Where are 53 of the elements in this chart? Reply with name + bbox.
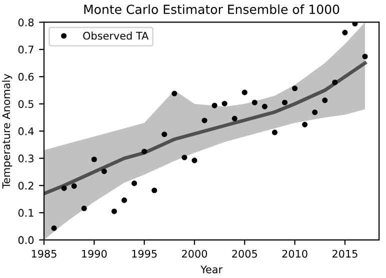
point [172, 90, 178, 96]
x-tick-label: 1995 [132, 250, 157, 258]
point [61, 185, 67, 191]
point [91, 156, 97, 162]
point [352, 22, 358, 26]
point [162, 132, 168, 138]
y-tick-label: 0.2 [18, 182, 34, 190]
point [51, 225, 57, 231]
y-tick-label: 0.3 [18, 154, 34, 162]
point [232, 116, 238, 122]
point [272, 130, 278, 136]
point [192, 158, 198, 164]
y-tick-label: 0.8 [18, 18, 34, 26]
point [282, 100, 288, 106]
y-tick-label: 0.0 [18, 236, 34, 244]
x-tick-label: 2000 [182, 250, 208, 258]
line-series [44, 61, 367, 196]
legend-label: Observed TA [83, 32, 149, 40]
y-tick-label: 0.1 [18, 208, 34, 217]
y-tick-label: 0.5 [18, 100, 34, 108]
y-tick-label: 0.7 [18, 46, 34, 54]
x-tick-label: 1985 [32, 250, 56, 258]
point [132, 180, 138, 186]
point [342, 30, 348, 36]
point [101, 168, 107, 174]
x-tick-label: 2005 [232, 250, 257, 258]
point [182, 154, 188, 160]
y-tick-label: 0.4 [18, 127, 34, 136]
chart-title: Monte Carlo Estimator Ensemble of 1000 [84, 4, 340, 14]
point [262, 104, 268, 110]
x-axis-title: Year [200, 266, 223, 274]
point [121, 197, 128, 203]
y-axis-title: Temperature Anomaly [2, 74, 12, 189]
y-tick-label: 0.6 [18, 72, 34, 81]
point [242, 90, 248, 96]
x-tick-label: 2010 [282, 250, 308, 258]
point [81, 206, 87, 212]
point [362, 54, 368, 60]
point [302, 122, 308, 128]
point [202, 118, 208, 124]
point [71, 183, 77, 189]
point [292, 86, 298, 92]
point [332, 80, 338, 86]
point [212, 102, 218, 108]
point [252, 100, 258, 106]
x-tick-label: 2015 [332, 250, 358, 258]
point [312, 110, 318, 116]
point [322, 98, 328, 104]
point [111, 208, 117, 214]
point [222, 100, 228, 106]
point [152, 188, 158, 194]
point [142, 148, 148, 154]
x-tick-label: 1990 [82, 250, 107, 258]
